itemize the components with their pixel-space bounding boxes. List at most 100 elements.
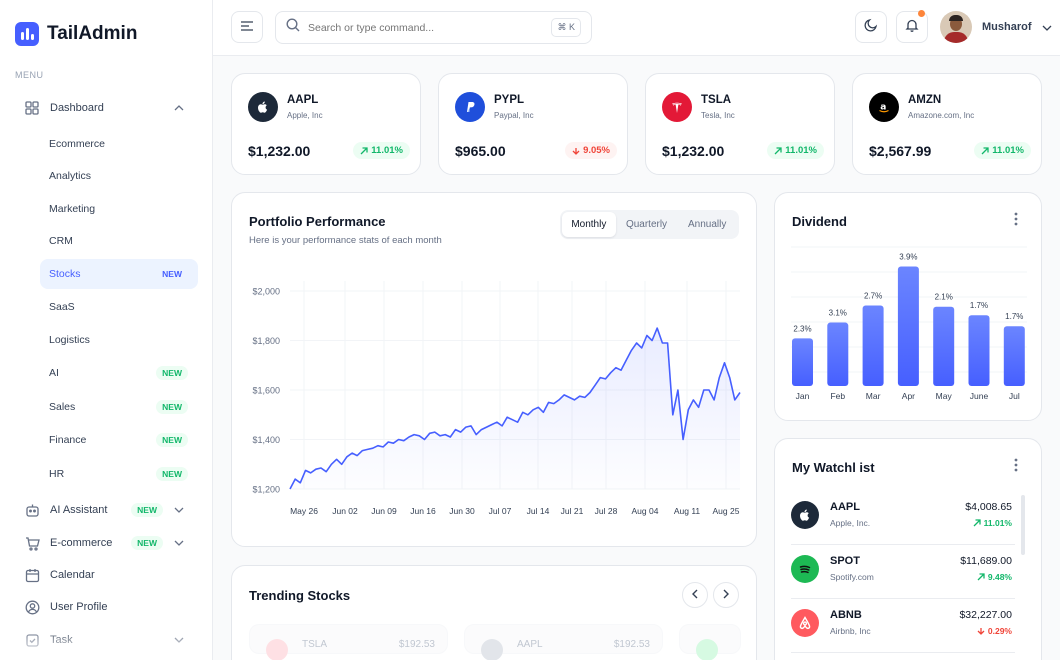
chevron-right-icon (723, 586, 729, 604)
next-button[interactable] (713, 582, 739, 608)
apple-icon (791, 501, 819, 529)
sidebar-item-calendar[interactable]: Calendar (14, 560, 199, 590)
bar-value-label: 3.9% (899, 252, 917, 261)
trending-stock-card[interactable]: TSLA $192.53 (249, 624, 448, 660)
sidebar-fade (0, 626, 212, 660)
dividend-bar[interactable] (862, 305, 884, 386)
dividend-bar[interactable] (827, 322, 849, 386)
change-badge: 11.01% (767, 142, 824, 159)
sidebar-toggle-button[interactable] (231, 11, 263, 43)
portfolio-card: Portfolio Performance Here is your perfo… (231, 192, 757, 547)
watchlist-scrollbar[interactable] (1021, 495, 1025, 555)
more-vertical-icon[interactable] (1008, 457, 1024, 473)
search-box[interactable]: ⌘ K (275, 11, 592, 44)
stock-card-amzn[interactable]: a AMZN Amazone.com, Inc $2,567.99 11.01% (852, 73, 1042, 175)
x-tick-label: Aug 11 (674, 506, 701, 516)
x-tick-label: June (970, 391, 989, 401)
change-value: 11.01% (983, 518, 1012, 528)
tab-annually[interactable]: Annually (687, 219, 727, 230)
stock-card-aapl[interactable]: AAPL Apple, Inc $1,232.00 11.01% (231, 73, 421, 175)
sidebar-item-label: Stocks (49, 268, 81, 280)
sidebar-item-ecommerce[interactable]: Ecommerce (40, 129, 198, 159)
user-menu[interactable]: Musharof (940, 11, 1052, 43)
watchlist-row[interactable]: AAPL Apple, Inc. $4,008.65 11.01% (791, 491, 1015, 545)
bar-value-label: 2.7% (864, 291, 882, 300)
new-badge: NEW (156, 467, 188, 481)
sidebar-item-label: E-commerce (50, 537, 113, 549)
watch-price: $4,008.65 (965, 501, 1012, 513)
portfolio-title: Portfolio Performance (249, 214, 386, 229)
sidebar: TailAdmin MENU Dashboard Ecommerce Analyt… (0, 0, 213, 660)
sidebar-item-saas[interactable]: SaaS (40, 292, 198, 322)
sidebar-item-sales[interactable]: Sales NEW (40, 392, 198, 422)
arrow-down-icon (977, 627, 985, 635)
watch-price: $11,689.00 (960, 555, 1012, 567)
watch-symbol: ABNB (830, 609, 862, 621)
sidebar-item-label: Analytics (49, 170, 92, 182)
logo-icon (15, 22, 39, 46)
sidebar-item-logistics[interactable]: Logistics (40, 325, 198, 355)
sidebar-item-e-commerce[interactable]: E-commerce NEW (14, 528, 199, 558)
trending-stock-card[interactable]: AAPL $192.53 (464, 624, 663, 660)
watchlist-row[interactable]: SPOT Spotify.com $11,689.00 9.48% (791, 545, 1015, 599)
sidebar-item-stocks[interactable]: Stocks NEW (40, 259, 198, 289)
chevron-down-icon (171, 540, 187, 546)
dividend-card: Dividend 2.3% Jan 3.1% Feb 2.7% Mar 3.9% Apr 2.1… (774, 192, 1042, 421)
more-vertical-icon[interactable] (1008, 211, 1024, 227)
theme-toggle-button[interactable] (855, 11, 887, 43)
sidebar-item-crm[interactable]: CRM (40, 226, 198, 256)
sidebar-item-finance[interactable]: Finance NEW (40, 425, 198, 455)
y-tick-label: $2,000 (252, 287, 280, 297)
chevron-down-icon (1042, 18, 1052, 36)
dividend-bar[interactable] (792, 338, 813, 386)
sidebar-item-label: AI Assistant (50, 504, 108, 516)
sidebar-item-analytics[interactable]: Analytics (40, 161, 198, 191)
dividend-bar[interactable] (933, 306, 955, 386)
sidebar-item-ai-assistant[interactable]: AI Assistant NEW (14, 495, 199, 525)
sidebar-item-label: Marketing (49, 203, 96, 215)
stock-company: Apple, Inc (287, 111, 323, 120)
x-tick-label: Aug 04 (632, 506, 659, 516)
sidebar-item-dashboard[interactable]: Dashboard (14, 93, 199, 123)
stock-price: $965.00 (455, 143, 506, 159)
chevron-up-icon (171, 105, 187, 111)
watch-symbol: AAPL (830, 501, 860, 513)
dividend-bar[interactable] (968, 315, 990, 386)
watch-company: Apple, Inc. (830, 518, 871, 528)
watchlist-row[interactable]: ABNB Airbnb, Inc $32,227.00 0.29% (791, 599, 1015, 653)
sidebar-item-user-profile[interactable]: User Profile (14, 592, 199, 622)
watch-price: $32,227.00 (959, 609, 1012, 621)
stock-card-pypl[interactable]: PYPL Paypal, Inc $965.00 9.05% (438, 73, 628, 175)
notification-button[interactable] (896, 10, 928, 43)
chevron-down-icon (171, 507, 187, 513)
avatar (940, 11, 972, 43)
sidebar-item-hr[interactable]: HR NEW (40, 459, 198, 489)
main-content: AAPL Apple, Inc $1,232.00 11.01% PYPL Paypal,… (213, 56, 1060, 660)
sidebar-item-label: Finance (49, 434, 87, 446)
stock-card-tsla[interactable]: TSLA Tesla, Inc $1,232.00 11.01% (645, 73, 835, 175)
tab-quarterly[interactable]: Quarterly (625, 219, 668, 230)
app-logo[interactable]: TailAdmin (15, 22, 137, 46)
stock-price: $1,232.00 (662, 143, 725, 159)
sidebar-item-marketing[interactable]: Marketing (40, 194, 198, 224)
x-tick-label: Aug 25 (713, 506, 740, 516)
change-value: 9.48% (987, 572, 1012, 582)
sidebar-item-label: Logistics (49, 334, 90, 346)
tab-monthly[interactable]: Monthly (562, 212, 616, 237)
watch-symbol: SPOT (830, 555, 860, 567)
stock-company: Tesla, Inc (701, 111, 735, 120)
prev-button[interactable] (682, 582, 708, 608)
x-tick-label: Apr (902, 391, 915, 401)
x-tick-label: Jan (796, 391, 810, 401)
bell-icon (905, 18, 919, 37)
sidebar-item-label: HR (49, 468, 65, 480)
y-tick-label: $1,600 (252, 386, 280, 396)
sidebar-item-ai[interactable]: AI NEW (40, 358, 198, 388)
user-circle-icon (22, 597, 42, 617)
search-input[interactable] (308, 21, 538, 34)
dividend-bar[interactable] (1003, 326, 1025, 386)
new-badge: NEW (131, 503, 163, 517)
robot-icon (22, 500, 42, 520)
dividend-bar[interactable] (897, 266, 919, 386)
trending-stock-card[interactable] (679, 624, 741, 660)
